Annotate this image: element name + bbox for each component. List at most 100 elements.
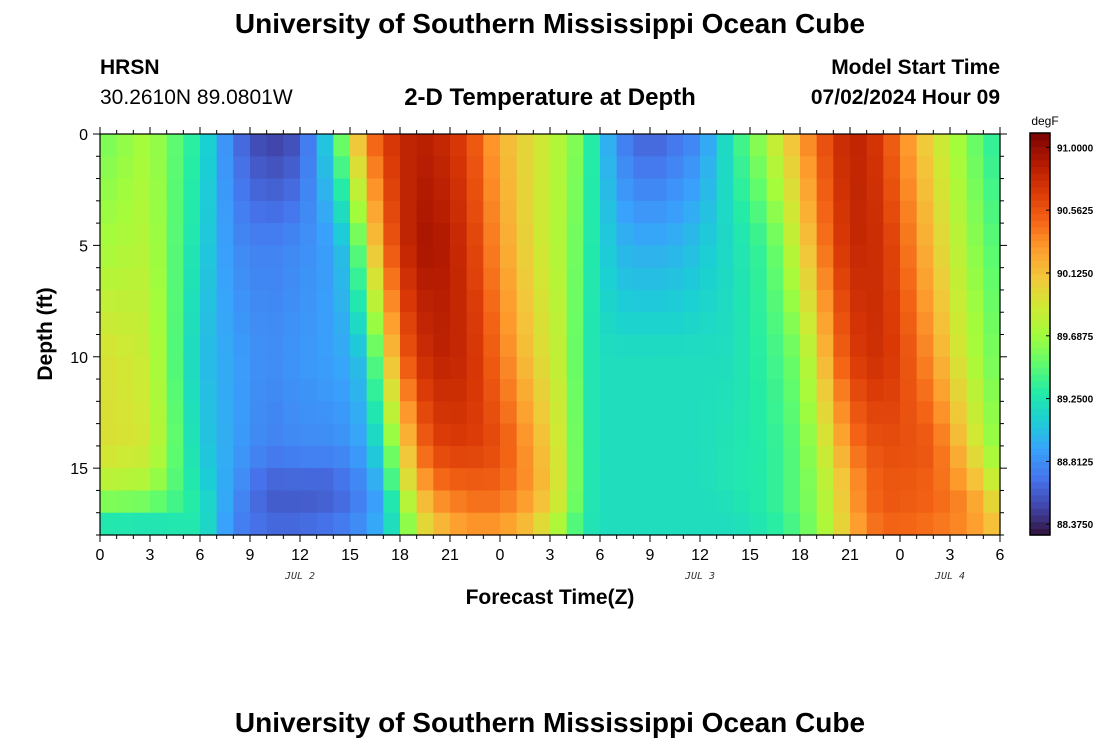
heatmap-cell — [483, 289, 501, 313]
heatmap-cell — [766, 401, 784, 425]
heatmap-cell — [150, 468, 168, 492]
x-tick-label: 3 — [946, 547, 955, 564]
heatmap-cell — [666, 200, 684, 224]
colorbar-segment — [1030, 179, 1050, 188]
heatmap-cell — [883, 200, 901, 224]
heatmap-cell — [250, 490, 268, 514]
heatmap-cell — [383, 356, 401, 380]
heatmap-cell — [966, 379, 984, 402]
heatmap-cell — [116, 379, 134, 402]
heatmap-cell — [166, 401, 184, 425]
heatmap-cell — [750, 312, 768, 336]
heatmap-cell — [650, 379, 668, 402]
heatmap-cell — [166, 334, 184, 358]
heatmap-cell — [383, 156, 401, 180]
heatmap-cell — [516, 423, 534, 447]
heatmap-cell — [950, 379, 968, 402]
heatmap-cell — [850, 356, 868, 380]
heatmap-cell — [716, 223, 734, 246]
heatmap-cell — [283, 134, 301, 157]
heatmap-cell — [966, 267, 984, 291]
heatmap-cell — [216, 468, 234, 492]
heatmap-cell — [466, 468, 484, 492]
heatmap-cell — [933, 401, 951, 425]
colorbar-segment — [1030, 186, 1050, 194]
heatmap-cell — [650, 423, 668, 447]
heatmap-cell — [616, 267, 634, 291]
heatmap-cell — [766, 490, 784, 514]
x-tick-label: 3 — [146, 547, 155, 564]
heatmap-cell — [550, 312, 568, 336]
heatmap-cell — [566, 156, 584, 180]
heatmap-cell — [583, 245, 601, 269]
heatmap-cell — [550, 423, 568, 447]
heatmap-cell — [600, 423, 618, 447]
heatmap-cell — [350, 512, 368, 536]
heatmap-cell — [116, 178, 134, 202]
heatmap-cell — [733, 134, 751, 157]
heatmap-cell — [700, 289, 718, 313]
heatmap-cell — [416, 289, 434, 313]
heatmap-cell — [950, 512, 968, 536]
heatmap-cell — [200, 178, 218, 202]
colorbar-segment — [1030, 461, 1050, 469]
heatmap-cell — [650, 334, 668, 358]
heatmap-cell — [600, 468, 618, 492]
colorbar-segment — [1030, 313, 1050, 322]
heatmap-cell — [766, 512, 784, 536]
heatmap-cell — [616, 312, 634, 336]
heatmap-cell — [350, 156, 368, 180]
heatmap-cell — [783, 423, 801, 447]
heatmap-cell — [500, 289, 518, 313]
colorbar-segment — [1030, 427, 1050, 436]
heatmap-cell — [766, 289, 784, 313]
heatmap-cell — [300, 245, 318, 269]
heatmap-cell — [416, 245, 434, 269]
heatmap-cell — [150, 289, 168, 313]
x-tick-label: 6 — [596, 547, 605, 564]
heatmap-cell — [250, 423, 268, 447]
heatmap-cell — [216, 134, 234, 157]
heatmap-cell — [483, 267, 501, 291]
heatmap-cell — [900, 512, 918, 536]
heatmap-cell — [266, 134, 284, 157]
heatmap-cell — [516, 178, 534, 202]
heatmap-cell — [666, 289, 684, 313]
heatmap-cell — [600, 312, 618, 336]
heatmap-cell — [550, 223, 568, 246]
heatmap-cell — [216, 379, 234, 402]
colorbar-segment — [1030, 488, 1050, 496]
heatmap-cell — [450, 379, 468, 402]
heatmap-cell — [700, 200, 718, 224]
heatmap-cell — [933, 356, 951, 380]
heatmap-cell — [566, 490, 584, 514]
heatmap-cell — [833, 200, 851, 224]
heatmap-cell — [533, 512, 551, 536]
heatmap-cell — [183, 445, 201, 469]
colorbar-segment — [1030, 246, 1050, 255]
heatmap-cell — [916, 223, 934, 246]
heatmap-cell — [716, 156, 734, 180]
heatmap-cell — [900, 401, 918, 425]
heatmap-cell — [633, 468, 651, 492]
y-tick-label: 0 — [79, 127, 88, 144]
heatmap-cell — [150, 178, 168, 202]
heatmap-cell — [816, 156, 834, 180]
heatmap-cell — [866, 289, 884, 313]
heatmap-cell — [950, 490, 968, 514]
heatmap-cell — [983, 312, 1001, 336]
heatmap-cell — [383, 490, 401, 514]
heatmap-cell — [300, 512, 318, 536]
heatmap-cell — [166, 267, 184, 291]
heatmap-cell — [783, 289, 801, 313]
heatmap-cell — [983, 401, 1001, 425]
heatmap-cell — [516, 245, 534, 269]
heatmap-cell — [400, 490, 418, 514]
heatmap-cell — [466, 134, 484, 157]
heatmap-cell — [883, 468, 901, 492]
heatmap-cell — [150, 245, 168, 269]
heatmap-cell — [916, 156, 934, 180]
heatmap-cell — [616, 423, 634, 447]
heatmap-cell — [283, 423, 301, 447]
station-coordinates: 30.2610N 89.0801W — [100, 86, 293, 109]
